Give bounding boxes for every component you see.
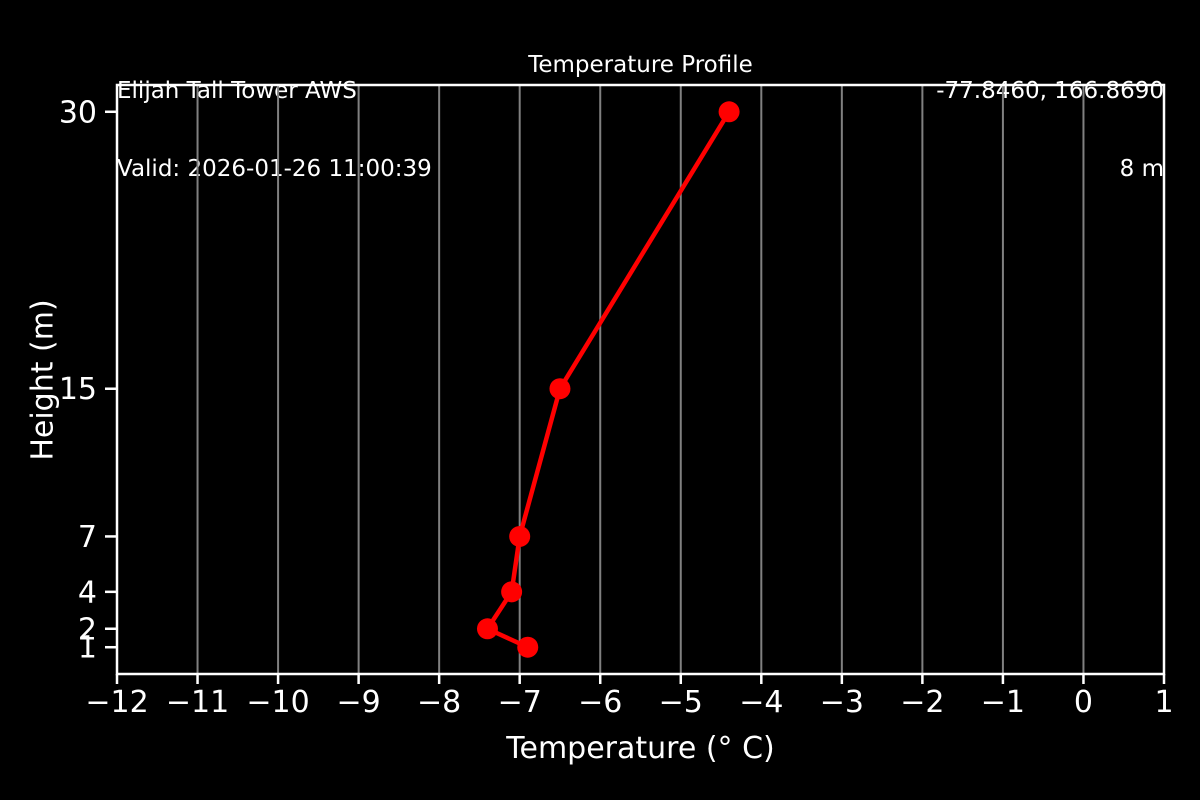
data-point bbox=[501, 581, 523, 603]
x-tick-label: −2 bbox=[900, 685, 944, 720]
valid-time: Valid: 2026-01-26 11:00:39 bbox=[117, 156, 432, 182]
y-tick-label: 2 bbox=[78, 612, 97, 647]
x-tick-label: 1 bbox=[1154, 685, 1173, 720]
x-tick-label: −3 bbox=[820, 685, 864, 720]
station-name: Elijah Tall Tower AWS bbox=[117, 78, 357, 104]
chart-title: Temperature Profile bbox=[528, 52, 753, 78]
data-point bbox=[718, 101, 740, 123]
data-point bbox=[476, 618, 498, 640]
x-tick-label: 0 bbox=[1074, 685, 1093, 720]
x-tick-label: −4 bbox=[739, 685, 783, 720]
header-right: -77.8460, 166.8690 8 m bbox=[117, 26, 1164, 234]
x-axis-label: Temperature (° C) bbox=[506, 731, 775, 766]
station-elevation: 8 m bbox=[1119, 156, 1164, 182]
x-tick-label: −10 bbox=[246, 685, 309, 720]
data-point bbox=[517, 636, 539, 658]
data-point bbox=[509, 525, 531, 547]
x-tick-label: −8 bbox=[417, 685, 461, 720]
x-tick-label: −6 bbox=[578, 685, 622, 720]
station-coordinates: -77.8460, 166.8690 bbox=[936, 78, 1164, 104]
y-tick-label: 15 bbox=[59, 372, 97, 407]
plot-border bbox=[115, 83, 1166, 676]
x-tick-label: −1 bbox=[981, 685, 1025, 720]
x-tick-label: −9 bbox=[336, 685, 380, 720]
x-tick-label: −5 bbox=[659, 685, 703, 720]
data-point bbox=[549, 378, 571, 400]
x-tick-label: −12 bbox=[85, 685, 148, 720]
profile-line bbox=[485, 109, 732, 650]
y-tick-label: 1 bbox=[78, 631, 97, 666]
y-tick-label: 7 bbox=[78, 520, 97, 555]
x-tick-label: −11 bbox=[166, 685, 229, 720]
header-left: Elijah Tall Tower AWS Valid: 2026-01-26 … bbox=[117, 26, 432, 234]
y-tick-label: 4 bbox=[78, 575, 97, 610]
x-tick-label: −7 bbox=[498, 685, 542, 720]
y-tick-label: 30 bbox=[59, 95, 97, 130]
